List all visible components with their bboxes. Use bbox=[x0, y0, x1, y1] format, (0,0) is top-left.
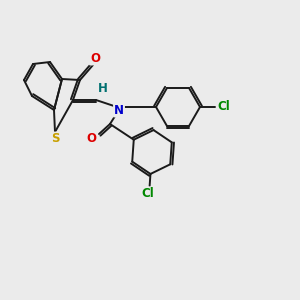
Text: H: H bbox=[98, 82, 108, 94]
Text: O: O bbox=[86, 133, 96, 146]
Text: Cl: Cl bbox=[141, 188, 154, 200]
Text: N: N bbox=[114, 103, 124, 116]
Text: O: O bbox=[90, 52, 100, 64]
Text: S: S bbox=[51, 133, 59, 146]
Text: Cl: Cl bbox=[218, 100, 230, 113]
